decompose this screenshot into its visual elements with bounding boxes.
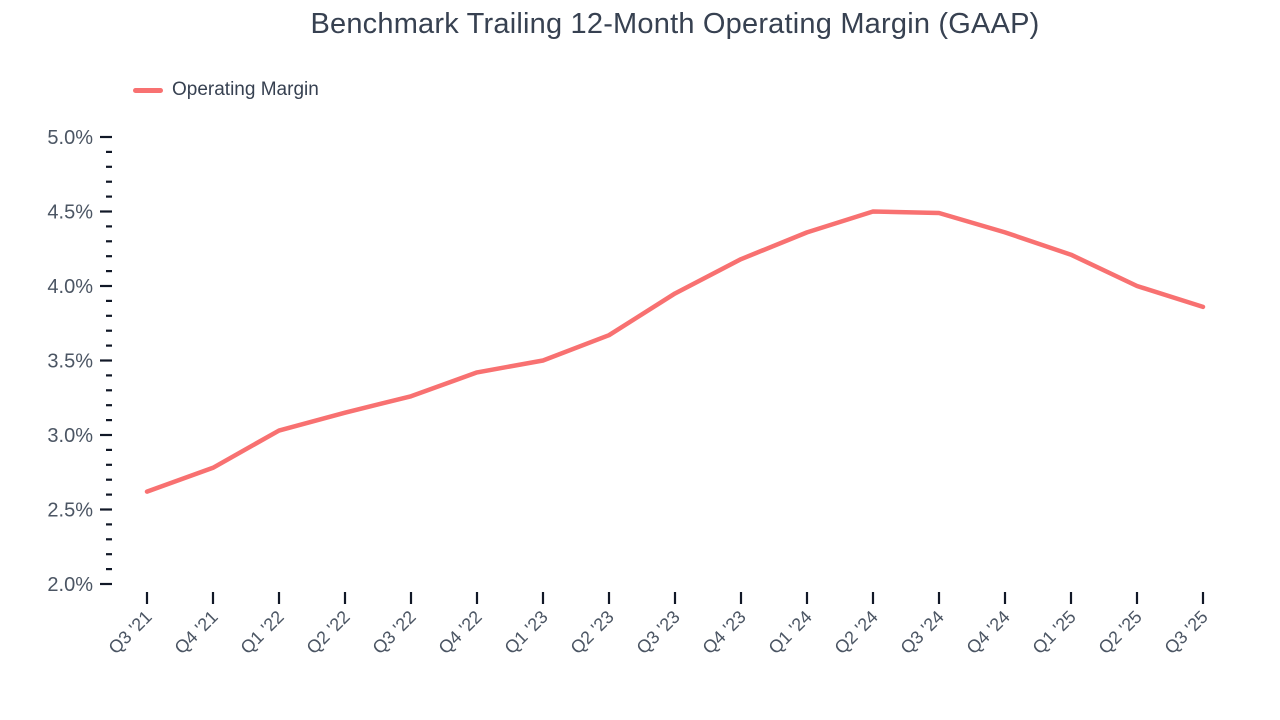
x-axis-label: Q3 '24 <box>897 607 948 658</box>
x-axis-label: Q4 '24 <box>963 607 1014 658</box>
x-axis-label: Q1 '22 <box>237 607 288 658</box>
x-axis-label: Q4 '23 <box>699 607 750 658</box>
x-axis-label: Q4 '21 <box>171 607 222 658</box>
x-axis-label: Q1 '24 <box>765 607 816 658</box>
x-axis-label: Q3 '25 <box>1161 607 1212 658</box>
x-axis-label: Q1 '23 <box>501 607 552 658</box>
x-axis-label: Q2 '22 <box>303 607 354 658</box>
legend-line-swatch <box>133 87 163 93</box>
x-axis-label: Q4 '22 <box>435 607 486 658</box>
legend[interactable]: Operating Margin <box>133 79 319 101</box>
x-axis-label: Q2 '23 <box>567 607 618 658</box>
legend-label: Operating Margin <box>172 79 319 100</box>
y-axis-label: 5.0% <box>47 127 93 149</box>
y-axis-label: 3.5% <box>47 351 93 373</box>
x-axis-label: Q3 '21 <box>105 607 156 658</box>
y-axis-label: 2.5% <box>47 500 93 522</box>
y-axis-label: 4.5% <box>47 202 93 224</box>
x-axis-label: Q3 '22 <box>369 607 420 658</box>
chart-title: Benchmark Trailing 12-Month Operating Ma… <box>310 8 1040 40</box>
x-axis-label: Q2 '25 <box>1095 607 1146 658</box>
y-axis-label: 4.0% <box>47 276 93 298</box>
series-line-operating-margin[interactable] <box>144 209 1206 494</box>
y-axis-label: 3.0% <box>47 425 93 447</box>
x-axis-label: Q1 '25 <box>1029 607 1080 658</box>
y-axis-label: 2.0% <box>47 574 93 596</box>
x-axis-label: Q3 '23 <box>633 607 684 658</box>
x-axis-label: Q2 '24 <box>831 607 882 658</box>
